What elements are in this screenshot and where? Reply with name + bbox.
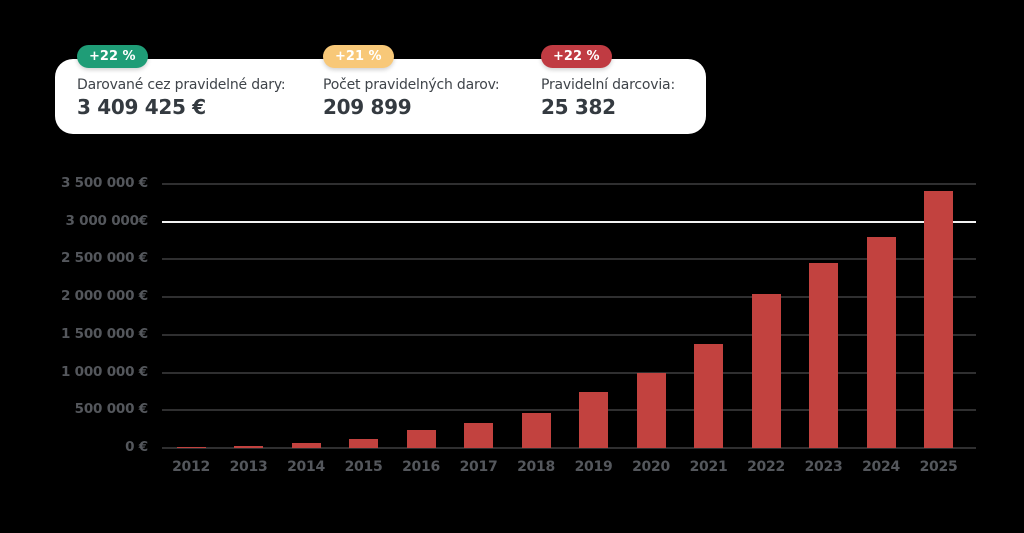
stat-label: Počet pravidelných darov: <box>323 77 500 93</box>
x-tick-label-2018: 2018 <box>517 459 555 475</box>
y-tick-label: 1 000 000 € <box>60 363 148 380</box>
bar-2025 <box>924 190 953 448</box>
x-tick-label-2017: 2017 <box>459 459 498 475</box>
bar-2017 <box>464 423 493 448</box>
y-tick-label: 2 000 000 € <box>60 288 148 305</box>
gridline <box>162 333 976 336</box>
bar-2021 <box>694 343 723 448</box>
summary-card: +22 % Darované cez pravidelné dary: 3 40… <box>55 45 706 134</box>
x-tick-label-2019: 2019 <box>574 459 613 475</box>
x-tick-label-2024: 2024 <box>862 459 900 475</box>
y-tick-label: 3 000 000€ <box>65 212 148 229</box>
bar-2022 <box>751 294 781 448</box>
stat-value: 25 382 <box>541 95 616 119</box>
bar-2016 <box>406 429 436 448</box>
y-tick-label: 1 500 000 € <box>60 325 148 342</box>
gridline <box>162 258 976 261</box>
highlight-gridline <box>162 220 976 223</box>
stat-value: 3 409 425 € <box>77 95 206 119</box>
bar-2024 <box>866 236 896 448</box>
x-tick-label-2023: 2023 <box>804 459 843 475</box>
bar-2014 <box>291 443 321 448</box>
y-tick-label: 2 500 000 € <box>60 250 148 267</box>
y-tick-label: 0 € <box>125 439 148 455</box>
growth-badge-donations: +22 % <box>77 45 148 68</box>
y-tick-label: 500 000 € <box>74 401 149 418</box>
x-tick-label-2013: 2013 <box>229 459 268 475</box>
gridline <box>162 296 976 299</box>
x-tick-label-2012: 2012 <box>172 459 210 475</box>
bar-2023 <box>809 263 838 448</box>
bar-2015 <box>349 438 378 448</box>
gridline <box>162 183 976 185</box>
growth-badge-donors: +22 % <box>541 45 612 68</box>
x-tick-label-2014: 2014 <box>287 459 325 475</box>
plot-area <box>162 183 976 449</box>
stat-gift-count: +21 % Počet pravidelných darov: 209 899 <box>323 45 553 119</box>
x-axis-labels: 2012 2013 2014 2015 2016 2017 2018 2019 2020 2021… <box>162 459 976 479</box>
gridline <box>162 371 976 374</box>
bar-2018 <box>521 412 551 448</box>
stat-donated-regular: +22 % Darované cez pravidelné dary: 3 40… <box>77 45 307 119</box>
growth-badge-gifts: +21 % <box>323 45 394 68</box>
x-tick-label-2021: 2021 <box>689 459 728 475</box>
bar-2012 <box>176 446 206 448</box>
stat-value: 209 899 <box>323 95 412 119</box>
bar-2013 <box>234 445 263 448</box>
stat-label: Darované cez pravidelné dary: <box>77 77 286 93</box>
bar-2020 <box>636 373 666 448</box>
x-tick-label-2016: 2016 <box>402 459 440 475</box>
gridline <box>162 447 976 449</box>
bar-2019 <box>579 392 608 448</box>
x-tick-label-2022: 2022 <box>747 459 785 475</box>
gridline <box>162 409 976 412</box>
x-tick-label-2020: 2020 <box>632 459 670 475</box>
y-tick-label: 3 500 000 € <box>60 175 148 191</box>
x-tick-label-2015: 2015 <box>344 459 383 475</box>
stat-regular-donors: +22 % Pravidelní darcovia: 25 382 <box>541 45 771 119</box>
y-axis-labels: 0 € 500 000 € 1 000 000 € 1 500 000 € 2 000 … <box>30 0 148 533</box>
x-tick-label-2025: 2025 <box>919 459 958 475</box>
stat-label: Pravidelní darcovia: <box>541 77 675 93</box>
